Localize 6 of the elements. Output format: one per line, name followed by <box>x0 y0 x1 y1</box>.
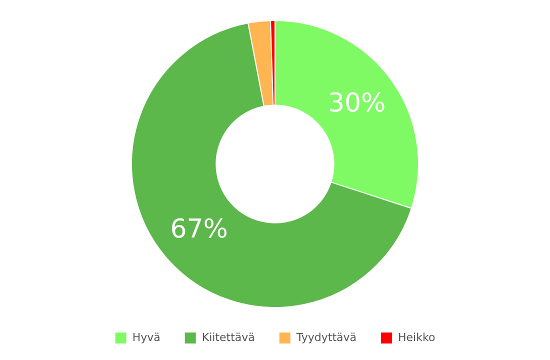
legend-label: Heikko <box>398 330 436 344</box>
legend-label: Kiitettävä <box>202 330 255 344</box>
legend-label: Hyvä <box>132 330 160 344</box>
data-label: 30% <box>328 88 386 118</box>
data-label: 67% <box>170 214 228 245</box>
legend-label: Tyydyttävä <box>295 330 357 344</box>
